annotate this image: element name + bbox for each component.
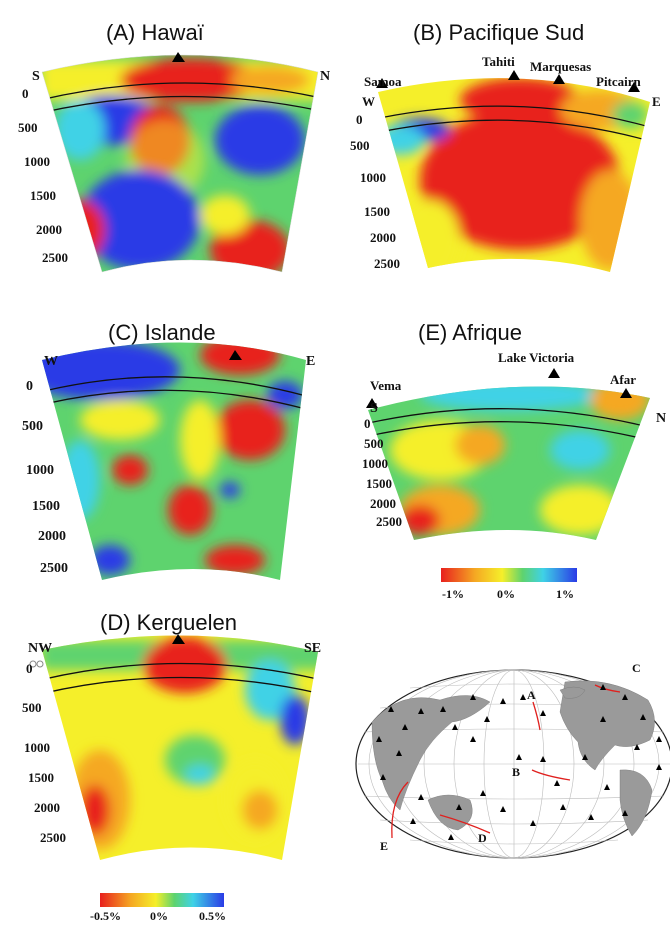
colorbar-top-label-max: 1% <box>556 587 574 601</box>
colorbar-bottom-label-mid: 0% <box>150 909 168 923</box>
panel-e-depth-0: 0 <box>364 416 371 431</box>
panel-d-depth-0: 0 <box>26 661 33 676</box>
panel-c-depth-1500: 1500 <box>32 499 60 514</box>
panel-e-depth-2500: 2500 <box>376 514 402 529</box>
panel-e-right-label: N <box>656 411 666 426</box>
panel-e-depth-1000: 1000 <box>362 456 388 471</box>
panel-b-label-samoa: Samoa <box>364 74 402 89</box>
panel-b-depth-2500: 2500 <box>374 256 400 271</box>
panel-a-cross-section <box>42 55 318 272</box>
panel-a-hotspot-marker <box>172 52 185 62</box>
panel-a-depth-500: 500 <box>18 120 38 135</box>
panel-e-cross-section <box>368 386 650 540</box>
panel-a-depth-1000: 1000 <box>24 154 50 169</box>
panel-c-title: (C) Islande <box>108 320 216 345</box>
panel-b-depth-1500: 1500 <box>364 204 390 219</box>
panel-b-cross-section <box>378 78 650 272</box>
panel-b-depth-0: 0 <box>356 112 363 127</box>
panel-d-depth-1500: 1500 <box>28 770 54 785</box>
panel-c-depth-1000: 1000 <box>26 463 54 478</box>
panel-d-depth-500: 500 <box>22 700 42 715</box>
colorbar-bottom-label-max: 0.5% <box>199 909 226 923</box>
panel-d-title: (D) Kerguelen <box>100 610 237 635</box>
panel-e-label-vema: Vema <box>370 378 402 393</box>
panel-d-small-marker-2 <box>36 660 44 668</box>
panel-e-marker-lake-victoria <box>548 368 560 378</box>
map-label-a: A <box>527 688 536 702</box>
colorbar-bottom <box>100 893 224 907</box>
panel-b-label-marquesas: Marquesas <box>530 59 591 74</box>
panel-a-left-label: S <box>32 69 40 84</box>
map-label-e: E <box>380 839 388 853</box>
panel-b-left-label: W <box>362 94 375 109</box>
colorbar-top <box>441 568 577 582</box>
panel-e-marker-vema <box>366 398 378 408</box>
panel-e-depth-1500: 1500 <box>366 476 392 491</box>
panel-a-depth-1500: 1500 <box>30 188 56 203</box>
map-label-b: B <box>512 765 520 779</box>
panel-d-cross-section <box>42 635 318 860</box>
panel-d-right-label: SE <box>304 641 321 656</box>
panel-e-title: (E) Afrique <box>418 320 522 345</box>
panel-b-marker-tahiti <box>508 70 520 80</box>
panel-b-depth-2000: 2000 <box>370 230 396 245</box>
panel-c-hotspot-marker <box>229 350 242 360</box>
panel-a-right-label: N <box>320 69 330 84</box>
panel-a-depth-2000: 2000 <box>36 222 62 237</box>
panel-b-marker-marquesas <box>553 74 565 84</box>
panel-d-depth-2500: 2500 <box>40 830 66 845</box>
panel-b-depth-1000: 1000 <box>360 170 386 185</box>
panel-e-marker-afar <box>620 388 632 398</box>
panel-b-label-pitcairn: Pitcairn <box>596 74 642 89</box>
panel-c-left-label: W <box>44 354 58 369</box>
panel-c-depth-2500: 2500 <box>40 561 68 576</box>
colorbar-top-label-mid: 0% <box>497 587 515 601</box>
map-label-d: D <box>478 831 487 845</box>
panel-a-depth-0: 0 <box>22 86 29 101</box>
panel-e-label-afar: Afar <box>610 372 636 387</box>
panel-e-left-label: S <box>370 401 378 416</box>
panel-c-depth-0: 0 <box>26 379 33 394</box>
panel-c-depth-500: 500 <box>22 419 43 434</box>
panel-e-depth-2000: 2000 <box>370 496 396 511</box>
panel-c-depth-2000: 2000 <box>38 529 66 544</box>
panel-c-right-label: E <box>306 354 315 369</box>
colorbar-top-label-min: -1% <box>442 587 464 601</box>
map-label-c: C <box>632 661 641 675</box>
panel-a-title: (A) Hawaï <box>106 20 204 45</box>
panel-b-label-tahiti: Tahiti <box>482 54 515 69</box>
panel-e-label-lake-victoria: Lake Victoria <box>498 350 575 365</box>
panel-b-title: (B) Pacifique Sud <box>413 20 585 45</box>
panel-b-right-label: E <box>652 94 661 109</box>
panel-b-depth-500: 500 <box>350 138 370 153</box>
panel-b-marker-samoa <box>376 78 388 88</box>
panel-d-depth-2000: 2000 <box>34 800 60 815</box>
panel-d-depth-1000: 1000 <box>24 740 50 755</box>
panel-e-depth-500: 500 <box>364 436 384 451</box>
panel-a-depth-2500: 2500 <box>42 250 68 265</box>
colorbar-bottom-label-min: -0.5% <box>90 909 121 923</box>
panel-c-cross-section <box>42 342 306 580</box>
panel-d-left-label: NW <box>28 641 52 656</box>
panel-b-marker-pitcairn <box>628 82 640 92</box>
world-map: A B C D E <box>355 661 670 859</box>
panel-d-hotspot-marker <box>172 634 185 644</box>
panel-d-small-marker-1 <box>29 660 37 668</box>
